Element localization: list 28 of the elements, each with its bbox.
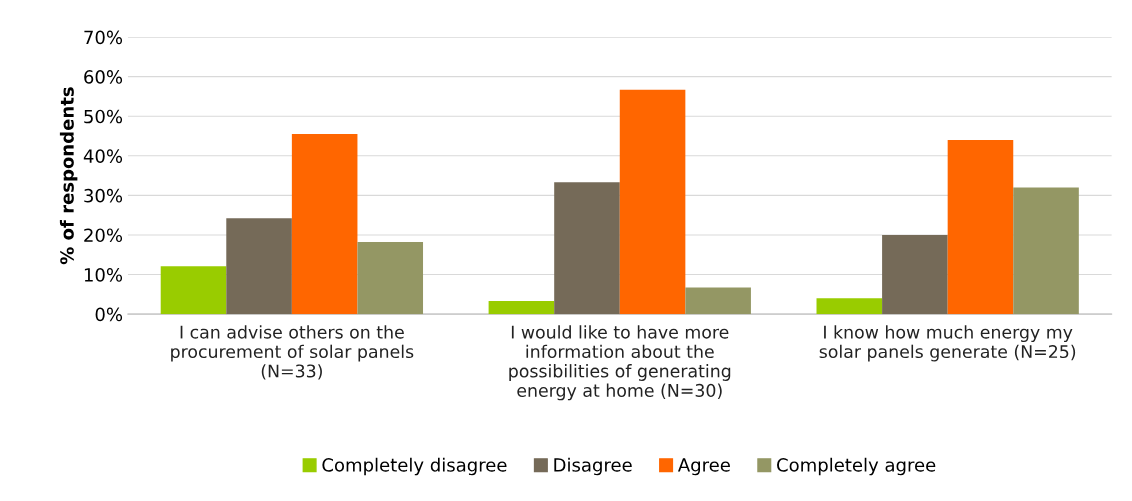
- legend-label: Disagree: [554, 457, 632, 476]
- y-tick-label: 0%: [95, 307, 123, 322]
- bar: [160, 266, 227, 315]
- bar: [685, 287, 751, 315]
- y-tick-label: 70%: [84, 30, 123, 45]
- bar: [554, 182, 620, 315]
- bar: [1013, 187, 1079, 315]
- bar: [882, 234, 948, 315]
- y-tick-label: 50%: [84, 109, 123, 124]
- y-tick-label: 10%: [84, 268, 123, 282]
- bar: [947, 139, 1014, 315]
- y-tick-label: 20%: [84, 228, 123, 243]
- bar: [291, 134, 358, 315]
- y-tick-label: 60%: [84, 70, 123, 84]
- y-axis-title: % of respondents: [59, 87, 78, 265]
- x-tick-label: I can advise others on the procurement of solar panels (N=33): [171, 325, 414, 380]
- bar: [816, 298, 883, 315]
- legend-label: Agree: [677, 458, 730, 476]
- x-tick-label: I would like to have more information about the possibilities of generating energy at home (N=30): [509, 325, 731, 401]
- bar: [488, 301, 555, 315]
- legend-label: Completely agree: [777, 457, 936, 476]
- bar: [226, 218, 292, 315]
- x-tick-label: I know how much energy my solar panels generate (N=25): [819, 325, 1076, 362]
- bar: [619, 89, 686, 315]
- legend-label: Completely disagree: [322, 457, 507, 476]
- bar: [357, 242, 424, 315]
- y-tick-label: 40%: [83, 149, 123, 163]
- y-tick-label: 30%: [84, 188, 123, 203]
